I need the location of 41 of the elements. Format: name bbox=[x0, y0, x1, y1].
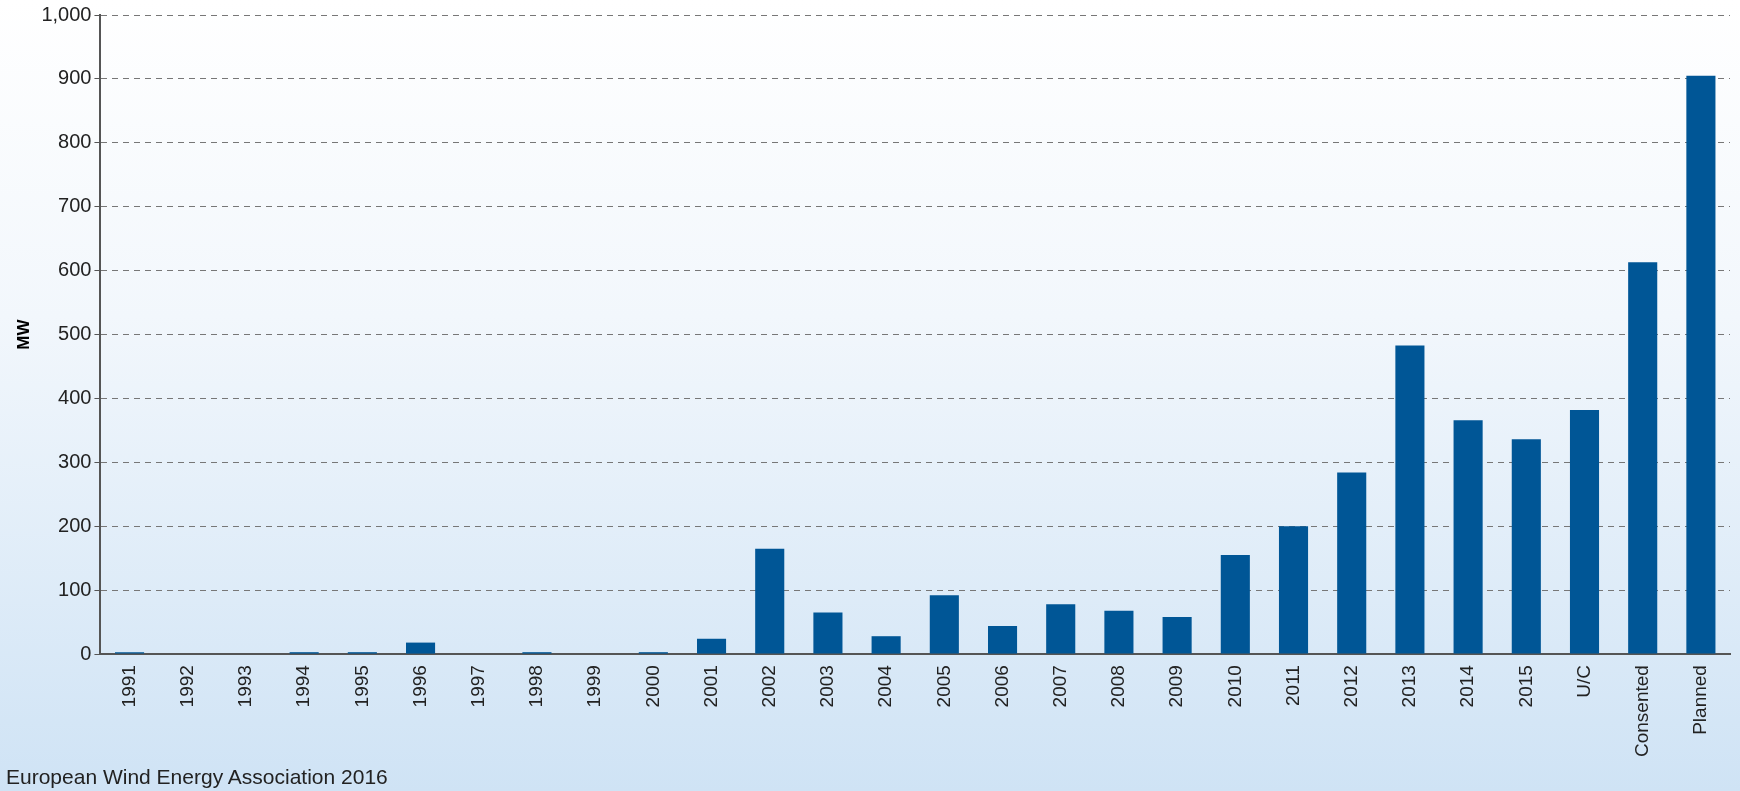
x-tick-label: 2009 bbox=[1165, 665, 1187, 708]
y-tick-label: 900 bbox=[58, 66, 92, 89]
x-tick-label: U/C bbox=[1572, 665, 1594, 698]
x-tick-label: 2014 bbox=[1456, 664, 1478, 708]
x-tick-label: Consented bbox=[1630, 665, 1652, 757]
y-tick-label: 300 bbox=[58, 449, 92, 472]
x-tick-label: 2004 bbox=[874, 664, 896, 708]
x-tick-label: 2007 bbox=[1048, 665, 1070, 708]
x-tick-label: 2010 bbox=[1223, 665, 1245, 708]
x-tick-label: 1997 bbox=[466, 665, 488, 708]
x-tick-label: 2006 bbox=[990, 665, 1012, 708]
x-tick-label: 1996 bbox=[408, 665, 430, 708]
x-tick-label: 2000 bbox=[641, 665, 663, 708]
x-tick-label: 2003 bbox=[816, 665, 838, 708]
y-tick-label: 500 bbox=[58, 322, 92, 345]
x-tick-label: 2001 bbox=[699, 665, 721, 708]
x-tick-label: 2012 bbox=[1339, 665, 1361, 708]
x-tick-label: Planned bbox=[1689, 665, 1711, 735]
x-tick-label: 2011 bbox=[1281, 665, 1303, 706]
x-tick-label: 1993 bbox=[234, 665, 256, 708]
x-tick-label: 2015 bbox=[1514, 665, 1536, 708]
y-tick-label: 200 bbox=[58, 513, 92, 536]
y-tick-label: 700 bbox=[58, 194, 92, 217]
x-tick-label: 1991 bbox=[117, 665, 139, 708]
y-tick-label: 400 bbox=[58, 385, 92, 408]
y-tick-label: 800 bbox=[58, 130, 92, 153]
text: European Wind Energy Association 2016 bbox=[6, 765, 388, 789]
y-axis-title: MW bbox=[13, 318, 33, 350]
y-tick-label: 1,000 bbox=[41, 2, 92, 25]
x-tick-label: 1994 bbox=[292, 664, 314, 708]
x-tick-label: 2005 bbox=[932, 665, 954, 708]
y-tick-label: 600 bbox=[58, 258, 92, 281]
x-tick-label: 1995 bbox=[350, 665, 372, 708]
x-tick-label: 2002 bbox=[757, 665, 779, 708]
y-tick-label: 100 bbox=[58, 577, 92, 600]
x-tick-label: 2013 bbox=[1398, 665, 1420, 708]
x-tick-label: 1992 bbox=[175, 665, 197, 708]
y-tick-label: 0 bbox=[80, 641, 92, 664]
x-tick-label: 1998 bbox=[525, 665, 547, 708]
x-tick-label: 2008 bbox=[1107, 665, 1129, 708]
x-tick-label: 1999 bbox=[583, 665, 605, 708]
